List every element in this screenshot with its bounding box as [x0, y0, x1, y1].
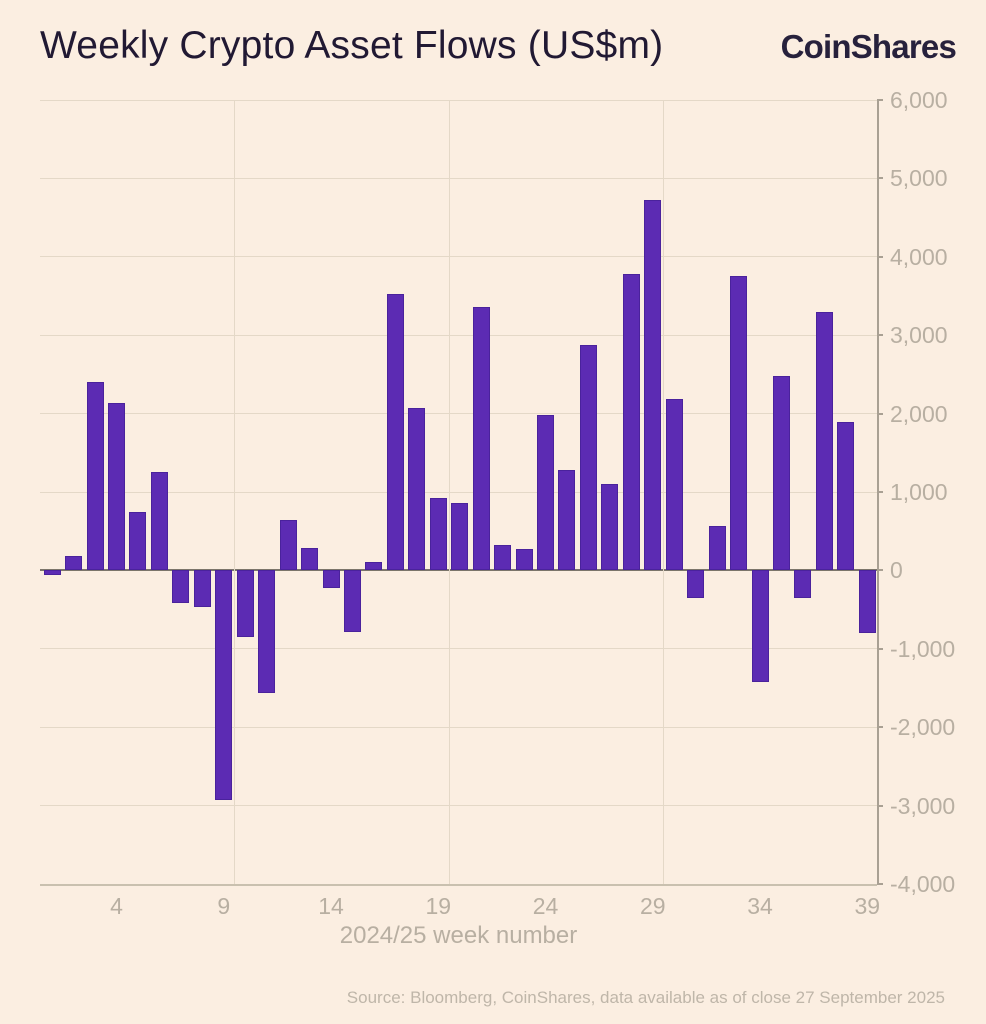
bar-week-18[interactable]: [408, 408, 426, 571]
bar-week-14[interactable]: [322, 570, 340, 589]
gridline-h--3000: [40, 805, 877, 807]
bar-week-25[interactable]: [558, 470, 576, 571]
gridline-h-0: [40, 569, 877, 572]
y-tick-mark--3000: [877, 804, 883, 807]
bar-week-27[interactable]: [601, 484, 619, 571]
bar-week-35[interactable]: [772, 375, 790, 571]
gridline-v-week-19.5: [448, 100, 450, 884]
y-tick-label-0: 0: [890, 557, 903, 584]
x-tick-label-4: 4: [110, 893, 123, 919]
gridline-v-week-9.5: [234, 100, 236, 884]
bar-week-1[interactable]: [43, 570, 61, 576]
bar-week-11[interactable]: [258, 570, 276, 693]
y-tick-mark-3000: [877, 334, 883, 337]
y-tick-mark--2000: [877, 726, 883, 729]
x-tick-label-14: 14: [318, 893, 344, 919]
x-tick-label-39: 39: [854, 893, 881, 919]
bar-week-15[interactable]: [343, 570, 361, 632]
x-tick-label-29: 29: [639, 893, 666, 919]
bar-week-9[interactable]: [215, 570, 233, 801]
bar-week-34[interactable]: [751, 570, 769, 682]
bar-week-8[interactable]: [193, 570, 211, 608]
bar-week-21[interactable]: [472, 306, 490, 571]
bar-week-30[interactable]: [665, 398, 683, 571]
bar-week-32[interactable]: [708, 525, 726, 571]
bar-week-36[interactable]: [794, 570, 812, 598]
y-tick-label--1000: -1,000: [890, 635, 956, 662]
bar-week-7[interactable]: [172, 570, 190, 603]
bar-week-17[interactable]: [386, 293, 404, 571]
gridline-h--1000: [40, 648, 877, 650]
bar-week-37[interactable]: [815, 311, 833, 571]
y-tick-mark-5000: [877, 177, 883, 180]
bar-week-4[interactable]: [108, 402, 125, 571]
y-tick-label-1000: 1,000: [890, 479, 948, 505]
y-tick-label-3000: 3,000: [890, 322, 948, 349]
y-tick-label-5000: 5,000: [890, 165, 948, 192]
y-tick-label--2000: -2,000: [890, 714, 956, 741]
x-axis-title: 2024/25 week number: [339, 922, 578, 949]
gridline-h-4000: [40, 256, 877, 258]
gridline-h-1000: [40, 491, 877, 493]
bar-week-3[interactable]: [86, 382, 104, 571]
bar-week-12[interactable]: [279, 520, 297, 571]
gridline-h-2000: [40, 413, 877, 415]
y-tick-mark--4000: [877, 883, 883, 885]
bar-week-10[interactable]: [236, 570, 254, 638]
gridline-h--4000: [40, 883, 877, 886]
x-tick-label-34: 34: [747, 893, 773, 919]
bar-week-26[interactable]: [579, 344, 597, 571]
gridline-v-week-29.5: [663, 100, 665, 884]
bar-week-28[interactable]: [622, 274, 640, 571]
y-tick-label--3000: -3,000: [890, 792, 956, 819]
gridline-h-6000: [40, 99, 877, 101]
page-title: Weekly Crypto Asset Flows (US$m): [40, 24, 664, 67]
y-tick-mark-2000: [877, 412, 883, 415]
bar-week-23[interactable]: [515, 549, 533, 571]
bar-week-38[interactable]: [837, 422, 855, 571]
x-tick-label-9: 9: [217, 893, 231, 919]
y-tick-mark-1000: [877, 491, 883, 493]
bar-week-39[interactable]: [858, 570, 876, 634]
coinshares-logo: CoinShares: [780, 28, 957, 65]
y-tick-mark-0: [877, 569, 883, 572]
gridline-h-3000: [40, 334, 877, 336]
bar-week-24[interactable]: [537, 415, 554, 571]
bar-week-29[interactable]: [644, 200, 662, 571]
bar-week-22[interactable]: [494, 545, 512, 571]
bar-week-33[interactable]: [730, 276, 748, 571]
gridline-h--2000: [40, 726, 877, 728]
bar-week-16[interactable]: [365, 561, 383, 571]
bar-week-6[interactable]: [150, 471, 168, 571]
bar-week-19[interactable]: [429, 498, 447, 571]
source-note: Source: Bloomberg, CoinShares, data avai…: [346, 988, 945, 1007]
y-tick-label--4000: -4,000: [890, 871, 956, 897]
x-tick-label-19: 19: [425, 893, 452, 919]
bar-week-13[interactable]: [301, 548, 319, 571]
bar-week-20[interactable]: [451, 502, 469, 571]
y-tick-label-6000: 6,000: [890, 87, 948, 113]
y-tick-mark--1000: [877, 647, 883, 650]
y-tick-mark-4000: [877, 255, 883, 258]
bar-week-31[interactable]: [687, 570, 705, 598]
gridline-h-5000: [40, 177, 877, 179]
x-tick-label-24: 24: [532, 893, 559, 919]
bar-week-2[interactable]: [65, 556, 83, 571]
y-tick-label-2000: 2,000: [890, 400, 948, 427]
bar-week-5[interactable]: [129, 511, 147, 571]
y-tick-mark-6000: [877, 99, 883, 101]
y-tick-label-4000: 4,000: [890, 243, 948, 270]
